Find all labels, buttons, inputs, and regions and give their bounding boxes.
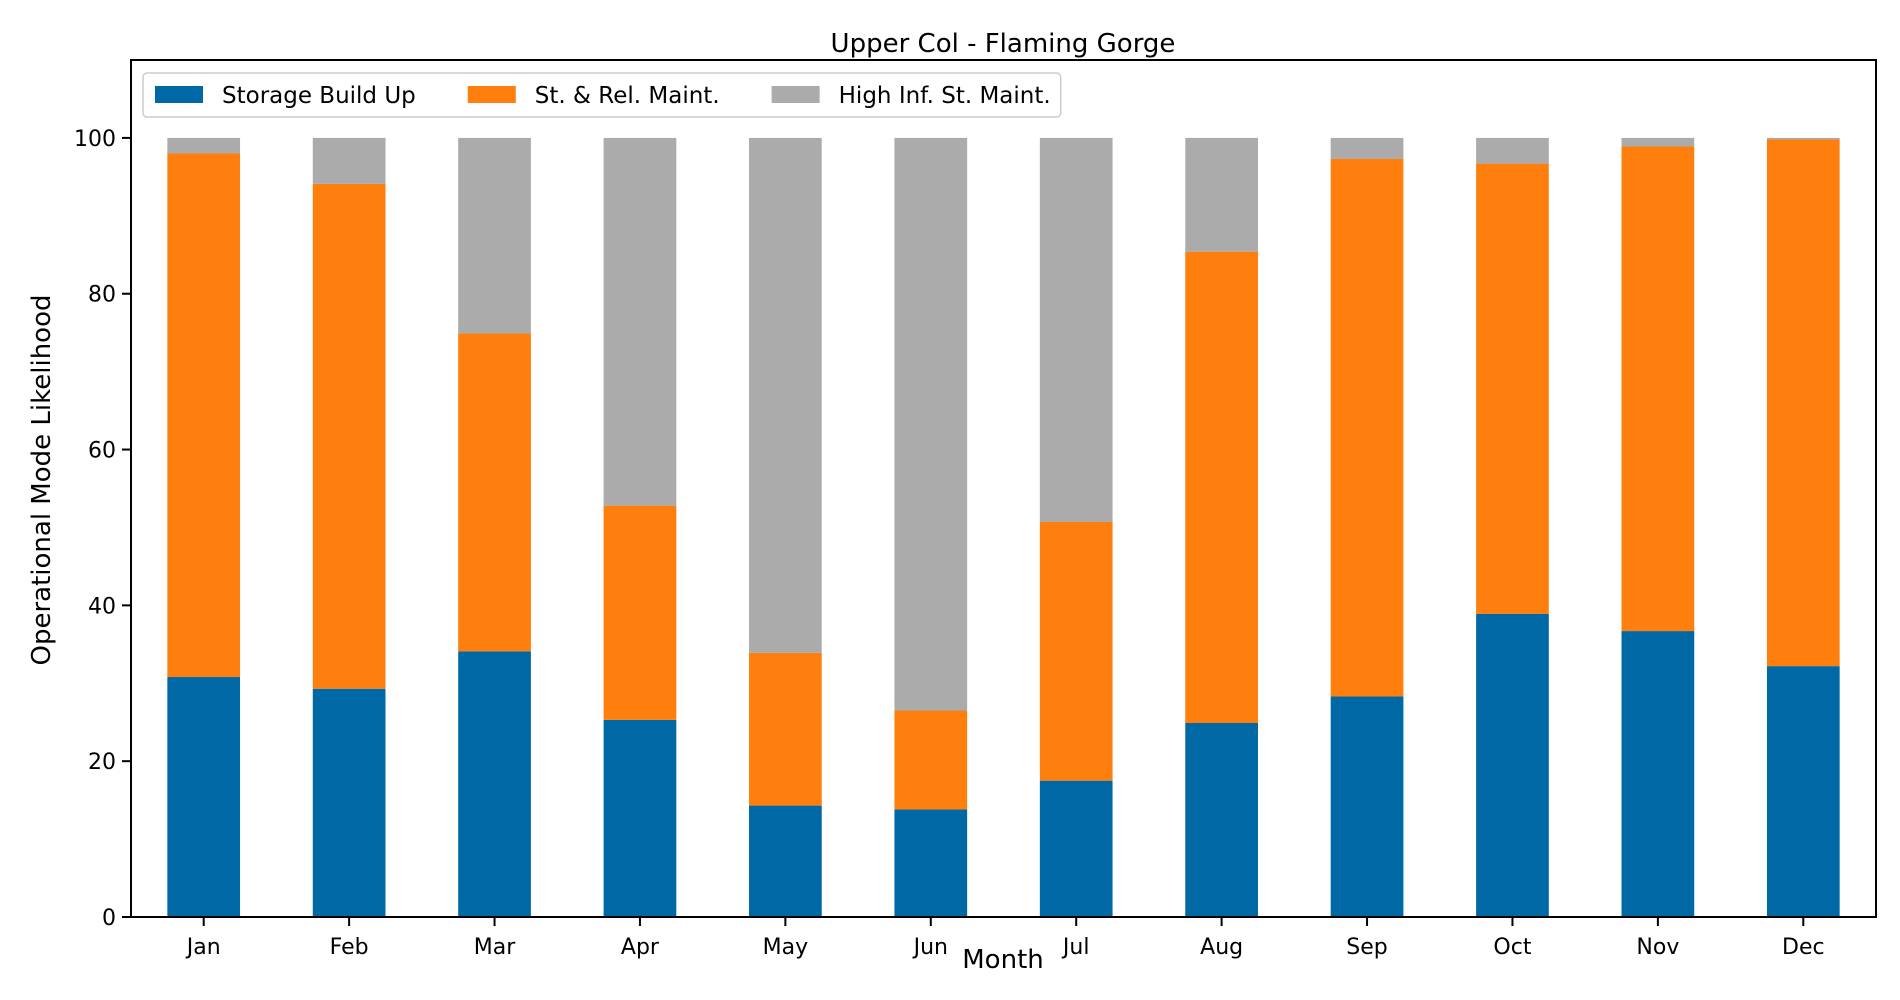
bar-sep-series-2 bbox=[1330, 158, 1404, 697]
legend-label: High Inf. St. Maint. bbox=[839, 83, 1051, 109]
y-tick-label: 0 bbox=[102, 906, 116, 931]
x-tick-label: Dec bbox=[1782, 935, 1825, 960]
bar-jun-series-3 bbox=[894, 137, 968, 711]
x-tick-label: Jan bbox=[185, 935, 221, 960]
x-tick-label: Mar bbox=[474, 935, 516, 960]
y-tick-label: 60 bbox=[88, 439, 116, 464]
bar-jun-series-1 bbox=[894, 809, 968, 917]
bar-nov-series-1 bbox=[1621, 631, 1695, 917]
bar-dec-series-3 bbox=[1766, 137, 1840, 140]
x-tick-label: Sep bbox=[1346, 935, 1387, 960]
x-tick-label: Nov bbox=[1636, 935, 1679, 960]
bar-apr-series-1 bbox=[603, 719, 677, 917]
bar-jul-series-3 bbox=[1039, 137, 1113, 522]
x-tick-label: Oct bbox=[1493, 935, 1531, 960]
x-axis-title: Month bbox=[962, 945, 1044, 975]
bar-sep-series-1 bbox=[1330, 696, 1404, 917]
legend-label: Storage Build Up bbox=[222, 83, 416, 109]
bar-may-series-2 bbox=[749, 652, 822, 806]
bar-feb-series-1 bbox=[312, 688, 386, 917]
bar-dec-series-2 bbox=[1766, 139, 1840, 667]
bar-apr-series-3 bbox=[603, 137, 677, 506]
bar-oct-series-1 bbox=[1476, 613, 1549, 917]
x-tick-label: Jun bbox=[912, 935, 948, 960]
bar-jun-series-2 bbox=[894, 710, 968, 810]
x-tick-label: Jul bbox=[1061, 935, 1090, 960]
bar-oct-series-3 bbox=[1476, 137, 1549, 164]
bar-apr-series-2 bbox=[603, 505, 677, 720]
bar-jan-series-2 bbox=[167, 153, 241, 678]
bar-dec-series-1 bbox=[1766, 666, 1840, 917]
x-tick-label: Feb bbox=[330, 935, 369, 960]
bar-may-series-3 bbox=[749, 137, 822, 653]
bar-oct-series-2 bbox=[1476, 163, 1549, 614]
bar-feb-series-2 bbox=[312, 183, 386, 689]
y-tick-label: 20 bbox=[88, 750, 116, 775]
bar-mar-series-3 bbox=[458, 137, 531, 334]
bar-sep-series-3 bbox=[1330, 137, 1404, 159]
bar-aug-series-2 bbox=[1185, 251, 1258, 724]
bar-aug-series-1 bbox=[1185, 723, 1258, 917]
bar-mar-series-1 bbox=[458, 651, 531, 917]
chart-title: Upper Col - Flaming Gorge bbox=[831, 29, 1176, 59]
x-tick-label: May bbox=[763, 935, 808, 960]
axes-layer: 0 20 40 60 80 100 Jan Feb Mar Apr May Jun Jul Aug Sep O… bbox=[74, 59, 1877, 960]
x-tick-label: Apr bbox=[621, 935, 660, 960]
bar-nov-series-2 bbox=[1621, 146, 1695, 632]
y-tick-label: 100 bbox=[74, 127, 116, 152]
y-tick-label: 80 bbox=[88, 283, 116, 308]
bar-jan-series-3 bbox=[167, 137, 241, 154]
bar-nov-series-3 bbox=[1621, 137, 1695, 147]
legend-swatch bbox=[467, 86, 516, 103]
legend-label: St. & Rel. Maint. bbox=[535, 83, 720, 109]
legend-swatch bbox=[155, 86, 203, 103]
bar-jul-series-2 bbox=[1039, 522, 1113, 781]
plot-frame bbox=[130, 59, 1877, 918]
bar-feb-series-3 bbox=[312, 137, 386, 184]
bar-may-series-1 bbox=[749, 805, 822, 917]
y-tick-label: 40 bbox=[88, 594, 116, 619]
bar-jan-series-1 bbox=[167, 677, 241, 917]
legend-box bbox=[142, 72, 1062, 118]
x-tick-label: Aug bbox=[1200, 935, 1243, 960]
bar-mar-series-2 bbox=[458, 333, 531, 652]
bar-jul-series-1 bbox=[1039, 780, 1113, 917]
bars-layer bbox=[167, 137, 1840, 917]
legend-swatch bbox=[771, 86, 820, 103]
bar-aug-series-3 bbox=[1185, 137, 1258, 252]
y-axis-title: Operational Mode Likelihood bbox=[27, 295, 57, 666]
legend: Storage Build Up St. & Rel. Maint. High In… bbox=[142, 72, 1062, 118]
